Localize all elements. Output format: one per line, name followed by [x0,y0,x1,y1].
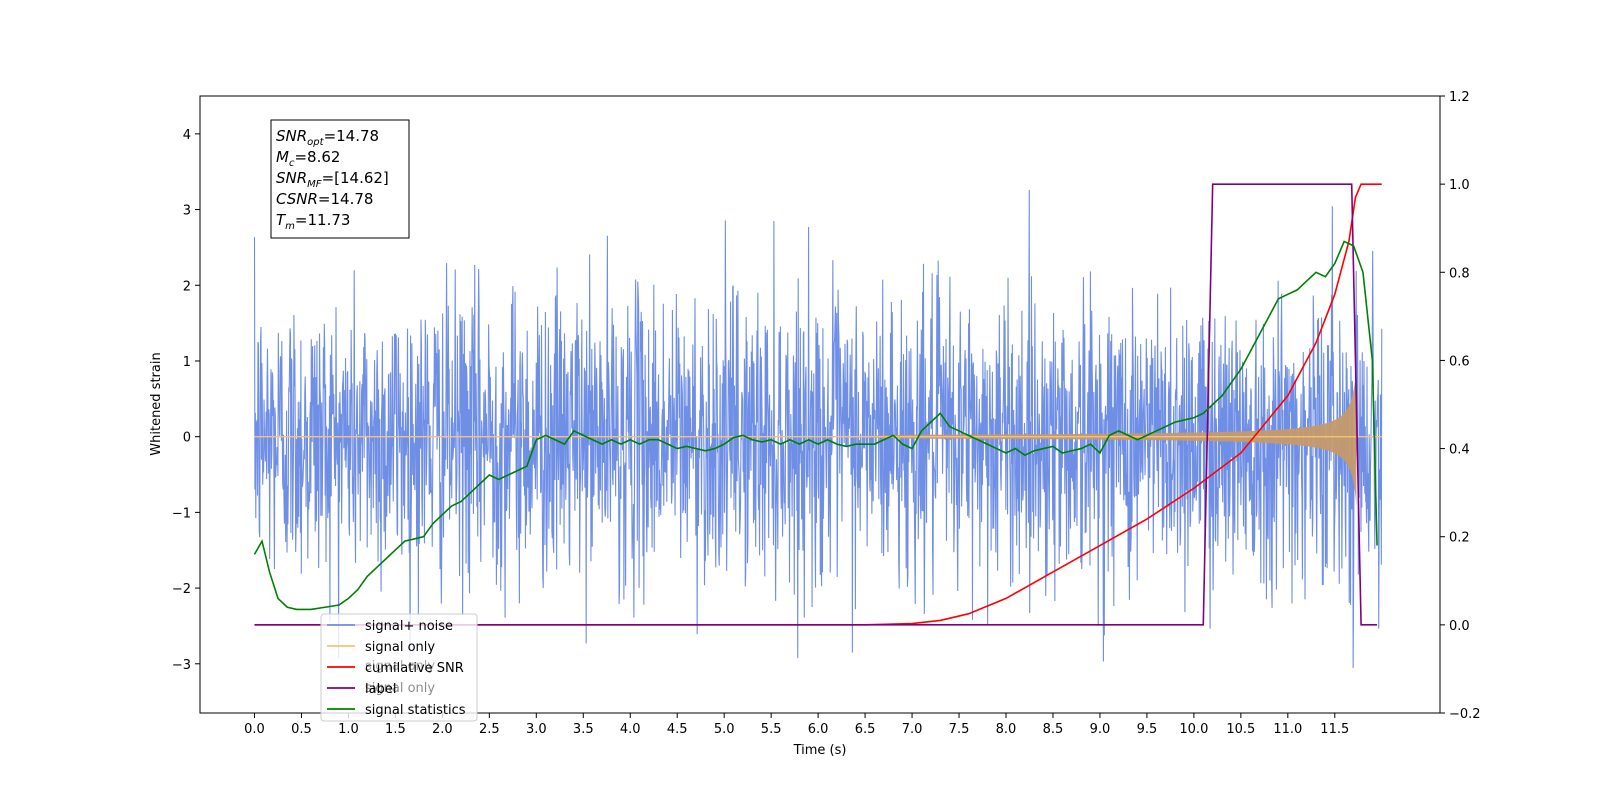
x-tick-label: 4.0 [620,722,641,737]
annotation-box: SNRopt=14.78Mc=8.62SNRMF=[14.62]CSNR=14.… [270,119,410,239]
annotation-line: Tm=11.73 [276,211,350,232]
x-tick-label: 11.5 [1320,722,1349,737]
y-tick-label: −1 [172,506,191,521]
y-tick-label: 0 [183,431,191,446]
x-tick-label: 2.5 [479,722,500,737]
x-tick-label: 6.0 [808,722,829,737]
legend-entry: signal only [365,640,435,655]
legend-ghost-text-2: signal only [365,659,435,674]
y2-tick-label: 1.0 [1449,178,1470,193]
y2-tick-label: 0.4 [1449,443,1470,458]
legend-frame [320,613,478,722]
x-tick-label: 1.0 [338,722,359,737]
series-cumilative-snr [254,183,1382,626]
x-tick-label: 10.0 [1179,722,1208,737]
x-tick-label: 3.5 [573,722,594,737]
x-tick-label: 0.5 [291,722,312,737]
x-tick-label: 11.0 [1273,722,1302,737]
x-tick-label: 3.0 [526,722,547,737]
legend-entry: signal+ noise [365,619,453,634]
legend-entry: label [365,682,396,697]
x-axis-label: Time (s) [793,743,847,758]
y-tick-label: −3 [172,658,191,673]
series-signal-noise [253,189,1383,668]
x-tick-label: 5.5 [761,722,782,737]
y2-tick-label: 0.0 [1449,619,1470,634]
x-tick-label: 7.5 [949,722,970,737]
y-tick-label: −2 [172,582,191,597]
plot-area [253,183,1383,668]
y2-tick-label: 0.2 [1449,531,1470,546]
series-label [254,183,1378,626]
x-tick-label: 5.0 [714,722,735,737]
annotation-frame [270,119,410,239]
x-tick-label: 9.5 [1137,722,1158,737]
x-tick-label: 8.5 [1043,722,1064,737]
y2-tick-label: 1.2 [1449,90,1470,105]
x-tick-label: 0.0 [244,722,265,737]
x-tick-label: 10.5 [1226,722,1255,737]
y2-tick-label: −0.2 [1449,707,1481,722]
x-axis: 0.0 0.5 1.0 1.5 2.0 2.5 3.0 3.5 4.0 4.5 5.0 5.5 6.0 6… [244,713,1349,737]
x-tick-label: 6.5 [855,722,876,737]
y-axis-left: −3 −2 −1 0 1 2 3 4 [172,128,200,673]
y-tick-label: 3 [183,204,191,219]
x-tick-label: 4.5 [667,722,688,737]
y-axis-right: −0.2 0.0 0.2 0.4 0.6 0.8 1.0 1.2 [1440,90,1481,722]
legend-ghost-text: signal only [365,681,435,696]
y-tick-label: 1 [183,355,191,370]
legend-entry: cumilative SNR [365,661,464,676]
y2-tick-label: 0.8 [1449,266,1470,281]
annotation-line: CSNR=14.78 [276,190,373,208]
x-tick-label: 1.5 [385,722,406,737]
x-tick-label: 2.0 [432,722,453,737]
x-tick-label: 7.0 [902,722,923,737]
x-tick-label: 8.0 [996,722,1017,737]
y-tick-label: 2 [183,279,191,294]
annotation-line: SNRMF=[14.62] [276,169,389,190]
legend-entry: signal statistics [365,703,466,718]
x-tick-label: 9.0 [1090,722,1111,737]
axes-frame [199,95,1441,714]
y2-tick-label: 0.6 [1449,354,1470,369]
y-tick-label: 4 [183,128,191,143]
annotation-line: SNRopt=14.78 [276,127,379,148]
annotation-line: Mc=8.62 [276,148,340,169]
y-axis-label: Whitened strain [149,352,164,455]
series-signal-statistics [253,240,1378,611]
